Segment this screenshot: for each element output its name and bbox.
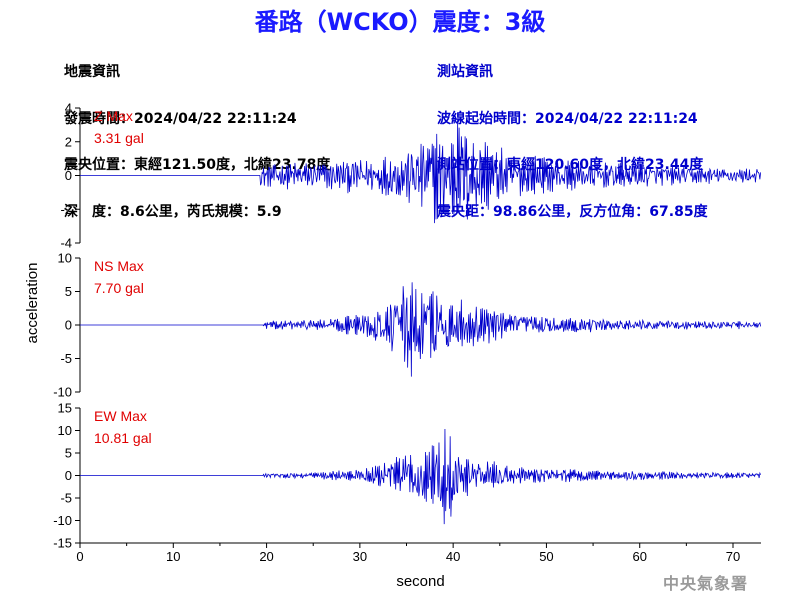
ns-y-tick-label: 0 <box>65 318 72 333</box>
z-y-tick-label: -2 <box>60 202 72 217</box>
ew-y-tick-label: 10 <box>58 423 72 438</box>
event-origin-time: 發震時間：2024/04/22 22:11:24 <box>64 110 297 127</box>
x-tick-label: 10 <box>166 549 180 564</box>
z-y-tick-label: 2 <box>65 134 72 149</box>
ew-waveform-trace <box>80 428 761 525</box>
event-info-heading: 地震資訊 <box>64 64 120 80</box>
station-record-start: 波線起始時間：2024/04/22 22:11:24 <box>437 110 698 127</box>
station-info: 測站資訊 波線起始時間：2024/04/22 22:11:24 測站位置：東經1… <box>437 34 708 236</box>
ew-y-tick-label: -10 <box>53 513 72 528</box>
chart-title: 番路（WCKO）震度：3級 <box>254 8 546 36</box>
ns-y-tick-label: 5 <box>65 284 72 299</box>
station-distance-azimuth: 震央距：98.86公里，反方位角：67.85度 <box>437 203 708 220</box>
z-max-label: Z Max <box>94 108 133 124</box>
z-y-tick-label: 4 <box>65 101 72 116</box>
x-tick-label: 60 <box>632 549 646 564</box>
x-tick-label: 20 <box>259 549 273 564</box>
z-max-value: 3.31 gal <box>94 130 144 146</box>
event-info: 地震資訊 發震時間：2024/04/22 22:11:24 震央位置：東經121… <box>64 34 330 236</box>
ew-max-value: 10.81 gal <box>94 430 152 446</box>
ns-waveform-trace <box>80 282 762 377</box>
ew-y-tick-label: 5 <box>65 446 72 461</box>
x-tick-label: 40 <box>446 549 460 564</box>
z-waveform-trace <box>80 119 762 224</box>
x-axis-title: second <box>396 573 444 590</box>
ew-max-label: EW Max <box>94 408 147 424</box>
ew-y-tick-label: 0 <box>65 468 72 483</box>
ew-y-tick-label: 15 <box>58 401 72 416</box>
ew-y-tick-label: -15 <box>53 536 72 551</box>
z-y-tick-label: -4 <box>60 236 72 251</box>
x-tick-label: 50 <box>539 549 553 564</box>
station-location: 測站位置：東經120.60度，北緯23.44度 <box>437 157 704 173</box>
x-tick-label: 0 <box>76 549 83 564</box>
ns-max-label: NS Max <box>94 258 144 274</box>
ns-y-tick-label: 10 <box>58 251 72 266</box>
ew-y-tick-label: -5 <box>60 491 72 506</box>
station-info-heading: 測站資訊 <box>437 64 493 80</box>
agency-watermark: 中央氣象署 <box>662 574 748 593</box>
ns-max-value: 7.70 gal <box>94 280 144 296</box>
x-tick-label: 70 <box>726 549 740 564</box>
x-tick-label: 30 <box>353 549 367 564</box>
z-y-tick-label: 0 <box>65 168 72 183</box>
event-depth-magnitude: 深 度：8.6公里，芮氏規模：5.9 <box>64 203 282 220</box>
ns-y-tick-label: -10 <box>53 385 72 400</box>
y-axis-title: acceleration <box>24 263 41 344</box>
ns-y-tick-label: -5 <box>60 351 72 366</box>
